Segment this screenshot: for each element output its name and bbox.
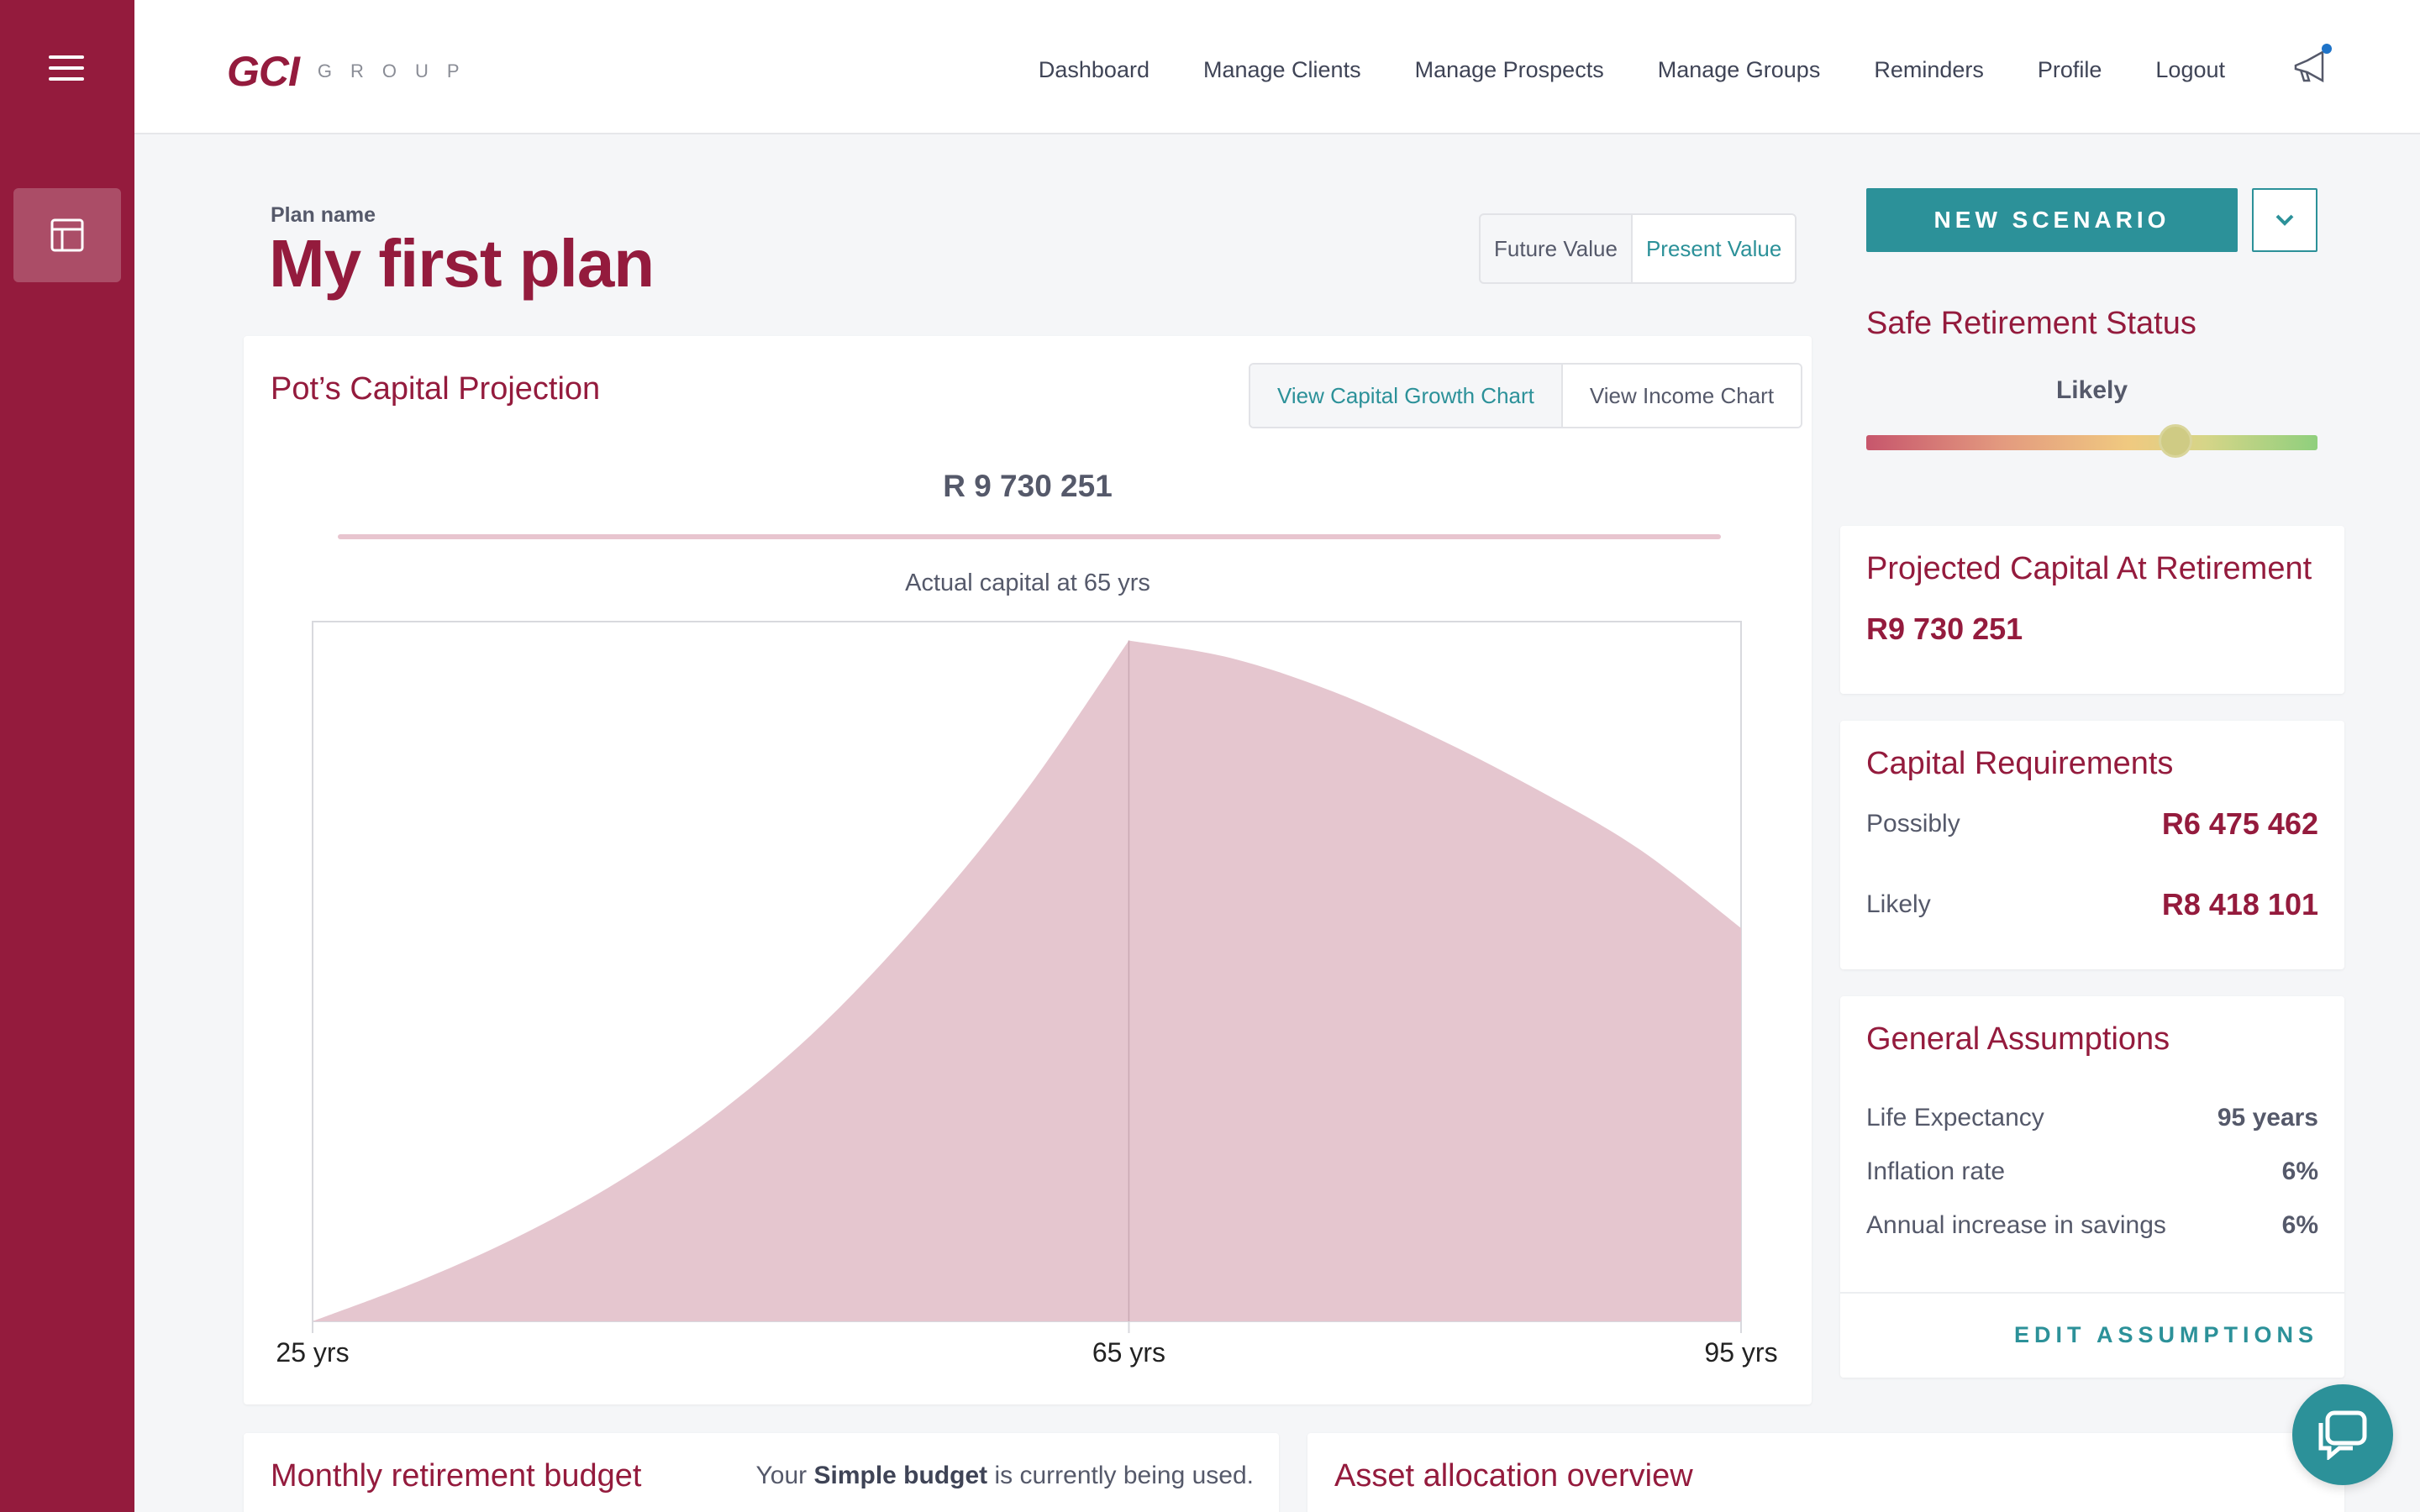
capital-requirement-value: R6 475 462 — [2161, 806, 2318, 841]
assumption-row: Inflation rate 6% — [1866, 1158, 2318, 1186]
budget-note-prefix: Your — [755, 1462, 808, 1489]
nav-profile[interactable]: Profile — [2037, 57, 2102, 82]
headline-divider — [338, 534, 1721, 539]
monthly-budget-card: Monthly retirement budget Your Simple bu… — [244, 1433, 1279, 1512]
capital-growth-chart: 25 yrs 65 yrs 95 yrs — [276, 621, 1778, 1368]
chevron-down-icon — [2275, 214, 2294, 226]
chat-icon — [2318, 1410, 2367, 1460]
layout-icon — [50, 218, 84, 252]
value-toggle: Future Value Present Value — [1479, 213, 1797, 284]
hamburger-icon[interactable] — [49, 55, 84, 81]
x-tick-label: 65 yrs — [1092, 1337, 1165, 1368]
top-navbar: GCI GROUP Dashboard Manage Clients Manag… — [134, 0, 2420, 134]
assumption-row: Annual increase in savings 6% — [1866, 1211, 2318, 1240]
x-tick-label: 25 yrs — [276, 1337, 349, 1368]
capital-area-series — [313, 640, 1741, 1321]
nav-manage-groups[interactable]: Manage Groups — [1657, 57, 1821, 82]
nav-manage-clients[interactable]: Manage Clients — [1202, 57, 1361, 82]
notification-dot — [2322, 44, 2332, 54]
assumption-value: 6% — [2281, 1211, 2318, 1239]
edit-assumptions-link[interactable]: EDIT ASSUMPTIONS — [2013, 1322, 2318, 1347]
capital-projection-card: Pot’s Capital Projection View Capital Gr… — [244, 336, 1812, 1404]
tab-income-chart[interactable]: View Income Chart — [1562, 365, 1802, 427]
assumption-label: Annual increase in savings — [1866, 1211, 2166, 1239]
capital-requirement-label: Likely — [1866, 890, 1931, 918]
assumption-row: Life Expectancy 95 years — [1866, 1104, 2318, 1132]
new-scenario-button[interactable]: NEW SCENARIO — [1866, 188, 2238, 252]
projected-capital-value: R9 730 251 — [1866, 612, 2023, 646]
capital-requirement-label: Possibly — [1866, 810, 1960, 837]
nav-logout[interactable]: Logout — [2155, 57, 2225, 82]
projected-capital-card: Projected Capital At Retirement R9 730 2… — [1840, 526, 2344, 694]
chart-tabs: View Capital Growth Chart View Income Ch… — [1249, 363, 1803, 428]
sidebar — [0, 0, 134, 1512]
capital-requirement-row: Likely R8 418 101 — [1866, 887, 2318, 922]
safe-retirement-status-indicator — [2158, 424, 2192, 458]
logo-mark: GCI — [227, 48, 300, 95]
main-nav: Dashboard Manage Clients Manage Prospect… — [985, 57, 2225, 83]
budget-type: Simple budget — [813, 1462, 988, 1489]
asset-allocation-card: Asset allocation overview — [1307, 1433, 2344, 1512]
capital-requirement-row: Possibly R6 475 462 — [1866, 806, 2318, 842]
sidebar-item-plans[interactable] — [13, 188, 121, 282]
assumption-label: Inflation rate — [1866, 1158, 2006, 1185]
budget-note-suffix: is currently being used. — [994, 1462, 1255, 1489]
budget-note: Your Simple budget is currently being us… — [756, 1462, 1255, 1490]
logo-word: GROUP — [317, 60, 478, 81]
logo[interactable]: GCI GROUP — [227, 47, 478, 96]
safe-retirement-status-title: Safe Retirement Status — [1866, 306, 2196, 341]
headline-capital-value: R 9 730 251 — [943, 469, 1113, 503]
nav-reminders[interactable]: Reminders — [1874, 57, 1984, 82]
general-assumptions-title: General Assumptions — [1866, 1021, 2170, 1057]
plan-title: My first plan — [269, 226, 655, 301]
assumption-value: 95 years — [2217, 1104, 2318, 1131]
megaphone-icon[interactable] — [2289, 44, 2336, 91]
nav-manage-prospects[interactable]: Manage Prospects — [1414, 57, 1604, 82]
tab-capital-growth-chart[interactable]: View Capital Growth Chart — [1250, 365, 1563, 427]
capital-requirements-title: Capital Requirements — [1866, 746, 2174, 781]
plan-name-label: Plan name — [271, 203, 376, 227]
capital-requirement-value: R8 418 101 — [2161, 887, 2318, 921]
chat-button[interactable] — [2292, 1384, 2393, 1485]
assumption-label: Life Expectancy — [1866, 1104, 2044, 1131]
asset-allocation-title: Asset allocation overview — [1334, 1458, 1693, 1494]
chart-subtitle: Actual capital at 65 yrs — [905, 570, 1150, 596]
assumptions-divider — [1840, 1292, 2344, 1294]
scenario-dropdown-button[interactable] — [2252, 188, 2317, 252]
safe-retirement-status-bar — [1866, 435, 2317, 450]
monthly-budget-title: Monthly retirement budget — [271, 1458, 642, 1494]
projected-capital-title: Projected Capital At Retirement — [1866, 551, 2312, 586]
nav-dashboard[interactable]: Dashboard — [1038, 57, 1150, 82]
capital-requirements-card: Capital Requirements Possibly R6 475 462… — [1840, 721, 2344, 969]
safe-retirement-status-level: Likely — [2055, 376, 2128, 404]
present-value-option[interactable]: Present Value — [1632, 215, 1796, 282]
general-assumptions-card: General Assumptions Life Expectancy 95 y… — [1840, 996, 2344, 1378]
x-tick-label: 95 yrs — [1704, 1337, 1777, 1368]
capital-projection-title: Pot’s Capital Projection — [271, 371, 601, 407]
future-value-option[interactable]: Future Value — [1481, 215, 1633, 282]
assumption-value: 6% — [2281, 1158, 2318, 1185]
